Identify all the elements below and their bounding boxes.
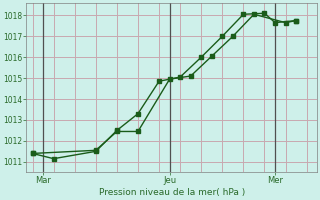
X-axis label: Pression niveau de la mer( hPa ): Pression niveau de la mer( hPa ) xyxy=(99,188,245,197)
